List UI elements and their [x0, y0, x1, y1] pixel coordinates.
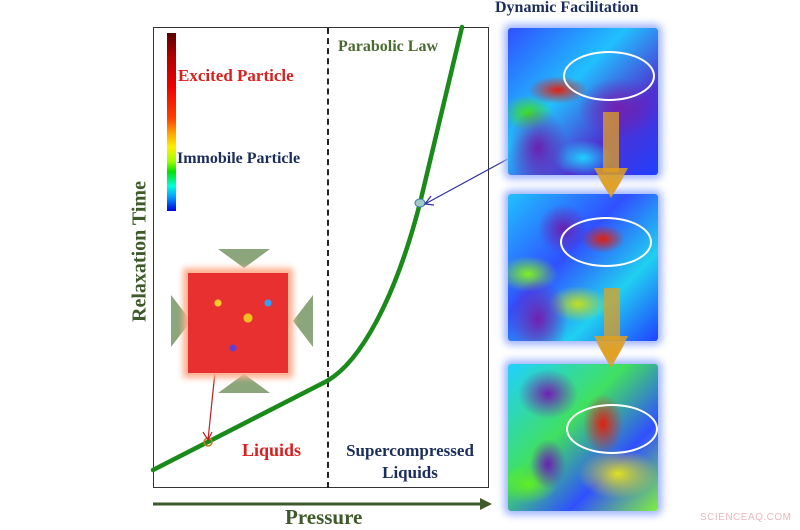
highlight-ellipse [560, 217, 652, 267]
plot-frame [153, 27, 489, 488]
highlight-ellipse [563, 51, 655, 101]
compress-arrow-right-icon [293, 295, 313, 347]
liquid-snapshot [188, 273, 288, 373]
pressure-arrowhead-icon [480, 498, 492, 510]
compress-arrow-bottom-icon [218, 374, 270, 393]
facilitation-snapshot-2 [508, 194, 658, 341]
liquids-label: Liquids [242, 440, 302, 460]
marker-supercompressed [414, 198, 426, 208]
regime-divider [327, 28, 329, 488]
x-axis-label: Pressure [285, 505, 363, 529]
compress-arrow-left-icon [171, 295, 191, 347]
facilitation-snapshot-1 [508, 28, 658, 175]
watermark: SCIENCEAQ.COM [700, 512, 792, 523]
immobile-particle-label: Immobile Particle [177, 150, 301, 167]
dynamic-facilitation-title: Dynamic Facilitation [495, 0, 639, 16]
compress-arrow-top-icon [218, 249, 270, 268]
parabolic-law-label: Parabolic Law [338, 38, 438, 55]
excited-particle-label: Excited Particle [178, 66, 294, 85]
supercompressed-line2: Liquids [382, 463, 438, 482]
colorbar [167, 33, 176, 211]
supercompressed-liquids-label: Supercompressed Liquids [330, 440, 490, 484]
supercompressed-line1: Supercompressed [346, 441, 474, 460]
highlight-ellipse [566, 404, 658, 454]
facilitation-snapshot-3 [508, 364, 658, 511]
relaxation-curve [150, 24, 465, 473]
